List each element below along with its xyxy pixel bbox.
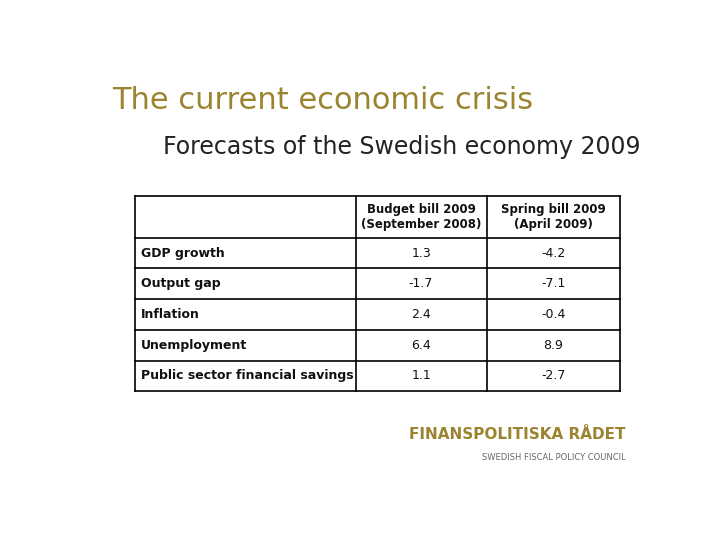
Text: Inflation: Inflation [141, 308, 200, 321]
Text: -7.1: -7.1 [541, 278, 565, 291]
Text: -0.4: -0.4 [541, 308, 565, 321]
Text: Spring bill 2009
(April 2009): Spring bill 2009 (April 2009) [501, 203, 606, 231]
Text: SWEDISH FISCAL POLICY COUNCIL: SWEDISH FISCAL POLICY COUNCIL [482, 453, 626, 462]
Text: Public sector financial savings: Public sector financial savings [141, 369, 354, 382]
Text: Forecasts of the Swedish economy 2009: Forecasts of the Swedish economy 2009 [163, 136, 640, 159]
Text: 2.4: 2.4 [411, 308, 431, 321]
Text: -1.7: -1.7 [409, 278, 433, 291]
Text: 8.9: 8.9 [544, 339, 563, 352]
Text: FINANSPOLITISKA RÅDET: FINANSPOLITISKA RÅDET [409, 427, 626, 442]
Text: Budget bill 2009
(September 2008): Budget bill 2009 (September 2008) [361, 203, 481, 231]
Text: -4.2: -4.2 [541, 247, 565, 260]
Text: The current economic crisis: The current economic crisis [112, 85, 534, 114]
Text: 1.3: 1.3 [411, 247, 431, 260]
Text: Unemployment: Unemployment [141, 339, 248, 352]
Text: 6.4: 6.4 [411, 339, 431, 352]
Text: Output gap: Output gap [141, 278, 221, 291]
Text: 1.1: 1.1 [411, 369, 431, 382]
Text: GDP growth: GDP growth [141, 247, 225, 260]
Text: -2.7: -2.7 [541, 369, 565, 382]
